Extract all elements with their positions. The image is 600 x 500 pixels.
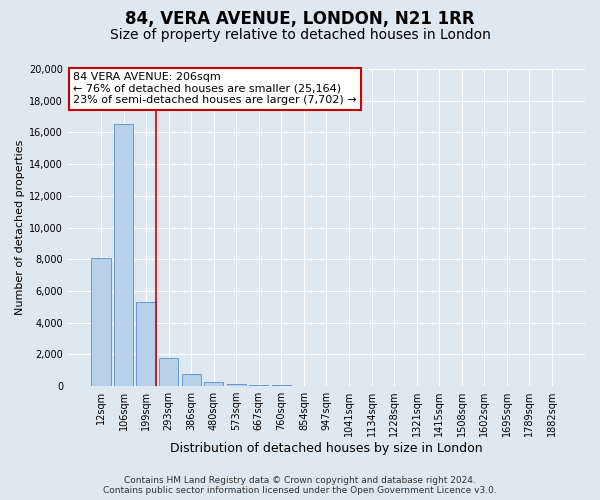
Bar [182, 374, 201, 386]
Text: Size of property relative to detached houses in London: Size of property relative to detached ho… [110, 28, 490, 42]
Text: 84 VERA AVENUE: 206sqm
← 76% of detached houses are smaller (25,164)
23% of semi: 84 VERA AVENUE: 206sqm ← 76% of detached… [73, 72, 356, 106]
X-axis label: Distribution of detached houses by size in London: Distribution of detached houses by size … [170, 442, 483, 455]
Y-axis label: Number of detached properties: Number of detached properties [15, 140, 25, 315]
Bar [159, 358, 178, 386]
Bar [227, 384, 246, 386]
Bar [91, 258, 110, 386]
Bar [114, 124, 133, 386]
Bar [249, 385, 268, 386]
Bar [204, 382, 223, 386]
Text: 84, VERA AVENUE, LONDON, N21 1RR: 84, VERA AVENUE, LONDON, N21 1RR [125, 10, 475, 28]
Text: Contains HM Land Registry data © Crown copyright and database right 2024.
Contai: Contains HM Land Registry data © Crown c… [103, 476, 497, 495]
Bar [136, 302, 155, 386]
